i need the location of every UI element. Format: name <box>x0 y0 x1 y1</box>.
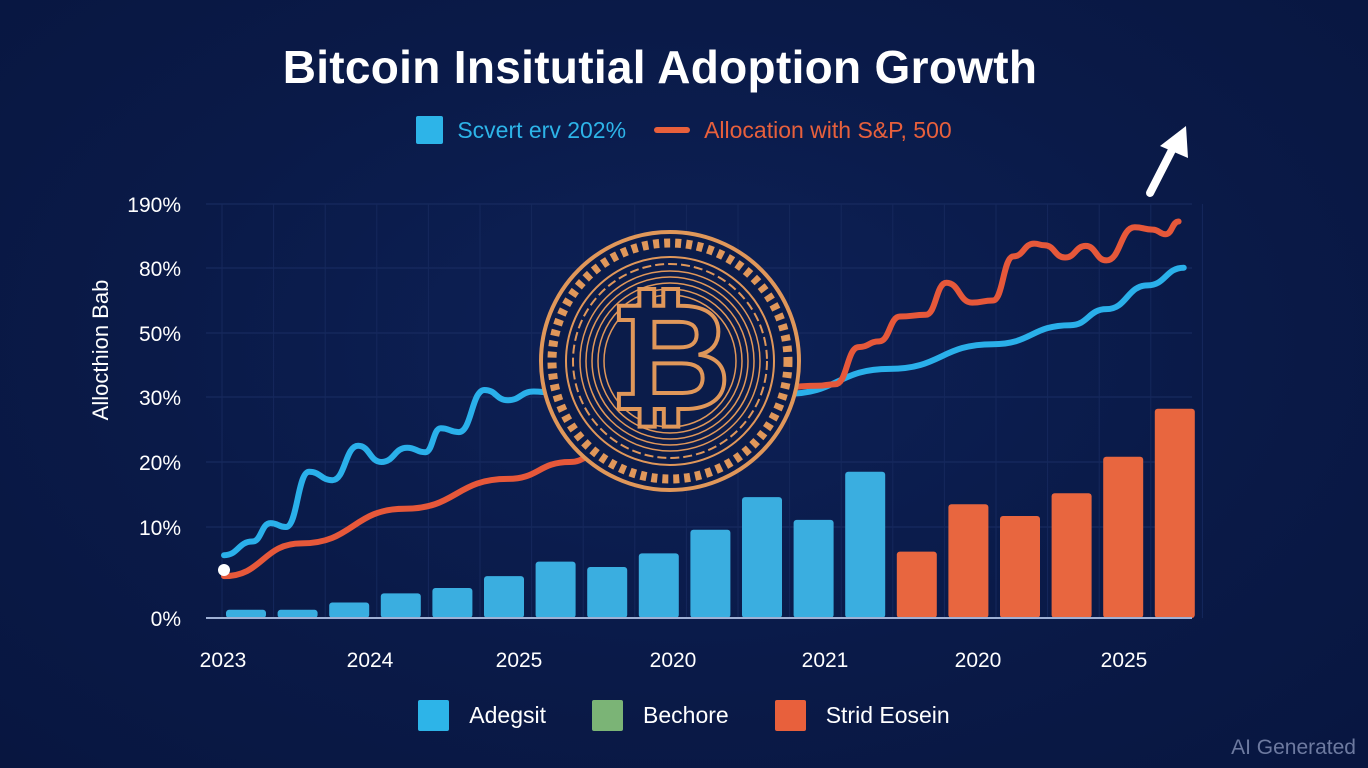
y-axis-ticks: 0% 10% 20% 30% 50% 80% 190% <box>127 194 181 631</box>
bar-blue <box>845 471 886 618</box>
bitcoin-coin-icon: ₿ <box>539 230 801 492</box>
bar-blue <box>329 602 370 618</box>
series-start-marker <box>218 564 230 576</box>
legend-item-allocation: Allocation with S&P, 500 <box>654 116 952 144</box>
top-legend: Scvert erv 202% Allocation with S&P, 500 <box>0 116 1368 144</box>
bar-blue <box>535 561 576 618</box>
bar-blue <box>277 609 318 618</box>
legend-item-strid-eosein: Strid Eosein <box>774 700 950 731</box>
y-tick-label: 0% <box>151 608 181 631</box>
bar-blue <box>380 593 421 618</box>
bar-blue <box>793 519 834 618</box>
bar-orange <box>1000 515 1040 618</box>
bitcoin-symbol: ₿ <box>609 271 731 445</box>
bar-blue <box>587 567 628 618</box>
bar-blue <box>484 576 524 618</box>
legend-label: Strid Eosein <box>825 702 950 728</box>
bar-blue <box>638 553 679 618</box>
bar-blue <box>226 609 266 618</box>
x-tick-label: 2023 <box>200 649 247 672</box>
chart-title: Bitcoin Insitutial Adoption Growth <box>282 41 1038 93</box>
x-tick-label: 2025 <box>496 649 543 672</box>
up-arrow-icon <box>1146 126 1188 197</box>
legend-label: Allocation with S&P, 500 <box>704 116 952 143</box>
line-series-scvert <box>221 264 1187 559</box>
legend-swatch-blue-square <box>416 116 444 144</box>
y-tick-label: 10% <box>139 517 181 540</box>
x-tick-label: 2024 <box>347 649 394 672</box>
bar-orange <box>1103 456 1144 618</box>
bar-blue <box>690 529 731 618</box>
legend-item-adegsit: Adegsit <box>418 700 546 731</box>
bar-orange <box>948 504 989 618</box>
y-tick-label: 50% <box>139 323 181 346</box>
legend-swatch-orange-line <box>654 127 691 133</box>
x-tick-label: 2020 <box>650 649 697 672</box>
legend-label: Bechore <box>643 702 729 728</box>
bars <box>226 408 1195 618</box>
x-tick-label: 2020 <box>955 649 1002 672</box>
legend-item-bechore: Bechore <box>592 700 729 731</box>
y-tick-label: 30% <box>139 387 181 410</box>
legend-item-scvert: Scvert erv 202% <box>416 116 626 144</box>
line-series-allocation <box>221 218 1182 580</box>
series-lines <box>221 218 1187 580</box>
x-axis-ticks: 2023 2024 2025 2020 2021 2020 2025 <box>200 649 1148 672</box>
bar-orange <box>896 551 937 618</box>
legend-swatch <box>592 700 624 731</box>
x-tick-label: 2025 <box>1101 649 1148 672</box>
legend-label: Adegsit <box>469 702 547 728</box>
x-tick-label: 2021 <box>802 649 849 672</box>
bar-orange <box>1154 408 1195 618</box>
y-tick-label: 20% <box>139 452 181 475</box>
bar-orange <box>1051 493 1092 618</box>
y-tick-label: 190% <box>127 194 181 217</box>
bottom-legend: Adegsit Bechore Strid Eosein <box>0 700 1368 731</box>
ai-generated-watermark: AI Generated <box>1231 736 1356 759</box>
bar-blue <box>432 587 473 618</box>
legend-label: Scvert erv 202% <box>457 116 627 143</box>
legend-swatch <box>418 700 450 731</box>
legend-swatch <box>774 700 806 731</box>
bar-blue <box>742 497 782 618</box>
y-tick-label: 80% <box>139 258 181 281</box>
